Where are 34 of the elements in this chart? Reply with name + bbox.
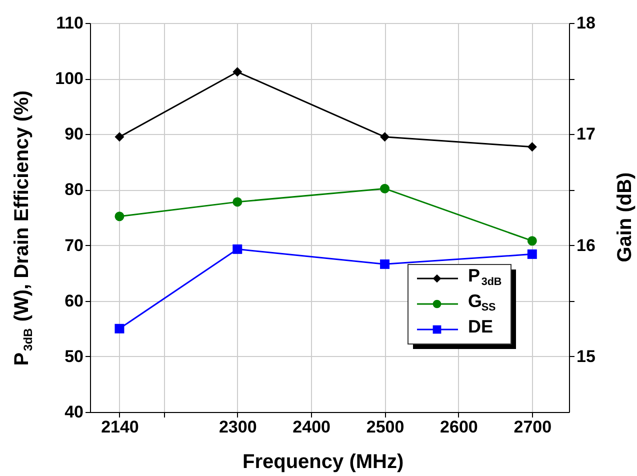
point xyxy=(527,249,537,259)
y-tick-label: 90 xyxy=(64,124,84,144)
x-axis-title: Frequency (MHz) xyxy=(242,451,404,473)
x-tick-label: 2700 xyxy=(514,418,552,436)
legend-label: DE xyxy=(468,316,494,336)
point xyxy=(380,132,390,142)
point xyxy=(114,212,124,222)
y2-tick-label: 18 xyxy=(576,14,596,32)
point xyxy=(380,184,390,194)
point xyxy=(232,197,242,207)
y-tick-label: 60 xyxy=(64,291,84,310)
y-tick-label: 110 xyxy=(56,14,84,32)
point xyxy=(232,67,242,77)
y-tick-label: 70 xyxy=(64,236,84,255)
y2-tick-label: 16 xyxy=(576,236,596,255)
x-tick-label: 2300 xyxy=(218,418,257,436)
y2-axis-title: Gain (dB) xyxy=(614,172,636,262)
x-tick-label: 2400 xyxy=(292,418,330,436)
point xyxy=(114,132,124,142)
y-tick-label: 50 xyxy=(64,346,84,366)
y2-tick-label: 17 xyxy=(576,124,596,144)
y-tick-label: 80 xyxy=(64,180,84,200)
x-tick-label: 2600 xyxy=(440,418,478,436)
y-axis-title: P3dB (W), Drain Efficiency (%) xyxy=(11,90,35,366)
x-tick-label: 2500 xyxy=(366,418,404,436)
point xyxy=(232,244,242,254)
point xyxy=(527,236,537,246)
x-tick-label: 2140 xyxy=(101,418,139,436)
point xyxy=(527,142,537,152)
point xyxy=(380,259,390,269)
y-tick-label: 40 xyxy=(64,402,84,422)
y2-tick-label: 15 xyxy=(576,346,596,366)
point xyxy=(114,324,124,334)
y-tick-label: 100 xyxy=(55,69,84,88)
